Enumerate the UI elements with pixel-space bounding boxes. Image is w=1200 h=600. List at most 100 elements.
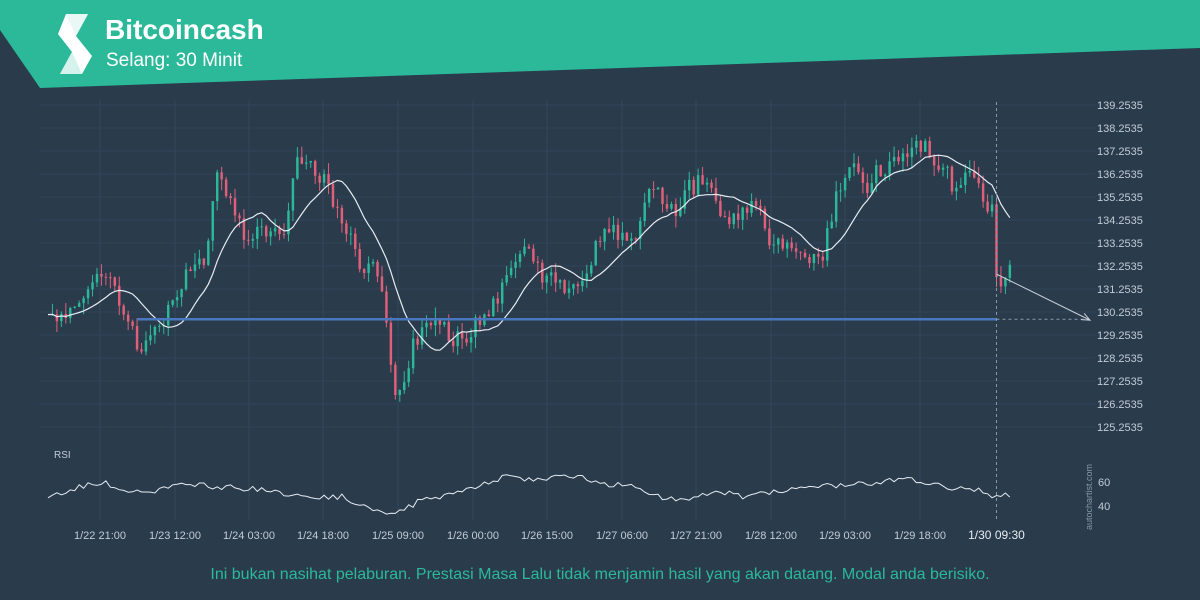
candle-up <box>656 187 660 190</box>
candle-up <box>215 172 219 202</box>
axes: 1/22 21:00 1/23 12:00 1/24 03:00 1/24 18:00… <box>74 100 1143 542</box>
price-tick-label: 127.2535 <box>1097 376 1143 388</box>
candle-down <box>394 364 397 395</box>
bitcoincash-logo-icon <box>58 14 92 74</box>
candle-up <box>91 282 94 290</box>
candle-up <box>149 335 152 341</box>
disclaimer-text: Ini bukan nasihat pelaburan. Prestasi Ma… <box>210 566 990 583</box>
candle-down <box>701 175 704 185</box>
time-tick-label: 1/28 12:00 <box>745 530 797 542</box>
price-tick-label: 134.2535 <box>1097 215 1143 227</box>
candle-down <box>202 258 206 265</box>
candle-down <box>385 291 388 323</box>
candle-down <box>113 277 117 286</box>
price-tick-label: 129.2535 <box>1097 330 1143 342</box>
candle-down <box>429 322 433 326</box>
header-banner <box>0 0 1200 88</box>
candle-up <box>647 189 651 203</box>
candle-down <box>242 218 246 240</box>
candle-down <box>563 280 566 293</box>
candle-up <box>852 163 856 168</box>
interval-subtitle: Selang: 30 Minit <box>106 50 243 71</box>
candle-down <box>451 340 455 347</box>
candle-down <box>460 331 464 339</box>
candle-up <box>82 298 85 304</box>
candle-down <box>723 216 727 218</box>
candle-up <box>549 272 553 276</box>
candle-down <box>438 318 442 325</box>
candle-up <box>411 338 415 369</box>
overlays <box>137 102 1092 522</box>
candle-down <box>55 314 59 322</box>
candle-down <box>389 322 393 365</box>
candle-down <box>554 272 557 283</box>
candle-down <box>932 156 936 166</box>
price-tick-label: 128.2535 <box>1097 353 1143 365</box>
moving-average <box>47 154 1011 351</box>
candle-down <box>616 224 620 240</box>
candle-up <box>941 167 945 170</box>
candle-up <box>407 368 410 383</box>
candle-up <box>305 162 308 164</box>
candle-up <box>425 322 428 328</box>
candle-up <box>474 317 477 338</box>
candle-down <box>358 249 361 270</box>
candle-up <box>964 172 967 186</box>
candle-down <box>781 238 784 249</box>
rsi-tick-label: 60 <box>1098 477 1110 489</box>
candle-up <box>251 238 255 241</box>
candle-up <box>77 303 81 307</box>
time-tick-label: 1/26 15:00 <box>521 530 573 542</box>
candle-down <box>447 321 450 341</box>
candle-up <box>193 264 197 272</box>
candle-up <box>420 327 424 345</box>
candle-down <box>986 201 989 212</box>
candle-up <box>95 273 99 283</box>
candle-down <box>861 172 865 183</box>
candle-up <box>198 258 201 265</box>
candle-up <box>175 297 179 301</box>
candle-down <box>977 177 980 184</box>
candle-up <box>924 140 927 152</box>
candle-up <box>509 267 513 276</box>
candle-down <box>122 305 125 315</box>
time-tick-label: 1/26 00:00 <box>447 530 499 542</box>
candle-down <box>576 284 580 287</box>
candle-down <box>189 269 192 272</box>
candle-down <box>598 241 602 243</box>
candle-up <box>505 275 508 283</box>
candle-down <box>224 179 228 197</box>
time-tick-label: 1/24 03:00 <box>223 530 275 542</box>
price-tick-label: 125.2535 <box>1097 422 1143 434</box>
moving-average-line <box>47 154 1011 351</box>
price-tick-label: 131.2535 <box>1097 284 1143 296</box>
candle-down <box>972 170 976 178</box>
candle-up <box>959 185 963 188</box>
candle-up <box>705 182 709 185</box>
candle-up <box>367 263 370 273</box>
candle-down <box>496 298 499 304</box>
candle-up <box>688 179 691 191</box>
time-tick-label: 1/27 21:00 <box>670 530 722 542</box>
candle-up <box>834 191 838 222</box>
candle-up <box>901 153 905 162</box>
candle-down <box>362 269 366 273</box>
candle-up <box>184 269 188 290</box>
candle-up <box>309 160 312 163</box>
candle-up <box>256 226 259 239</box>
candle-up <box>158 325 161 327</box>
candle-up <box>594 241 597 266</box>
candle-down <box>803 252 807 258</box>
candle-down <box>759 205 762 209</box>
candle-down <box>763 208 767 229</box>
rsi-label: RSI <box>54 450 71 461</box>
candle-down <box>821 256 825 261</box>
candle-up <box>60 313 63 322</box>
price-tick-label: 138.2535 <box>1097 123 1143 135</box>
candle-up <box>670 204 673 209</box>
candle-up <box>892 156 896 162</box>
candle-down <box>278 228 281 234</box>
candle-down <box>719 200 722 217</box>
candle-up <box>545 275 548 283</box>
